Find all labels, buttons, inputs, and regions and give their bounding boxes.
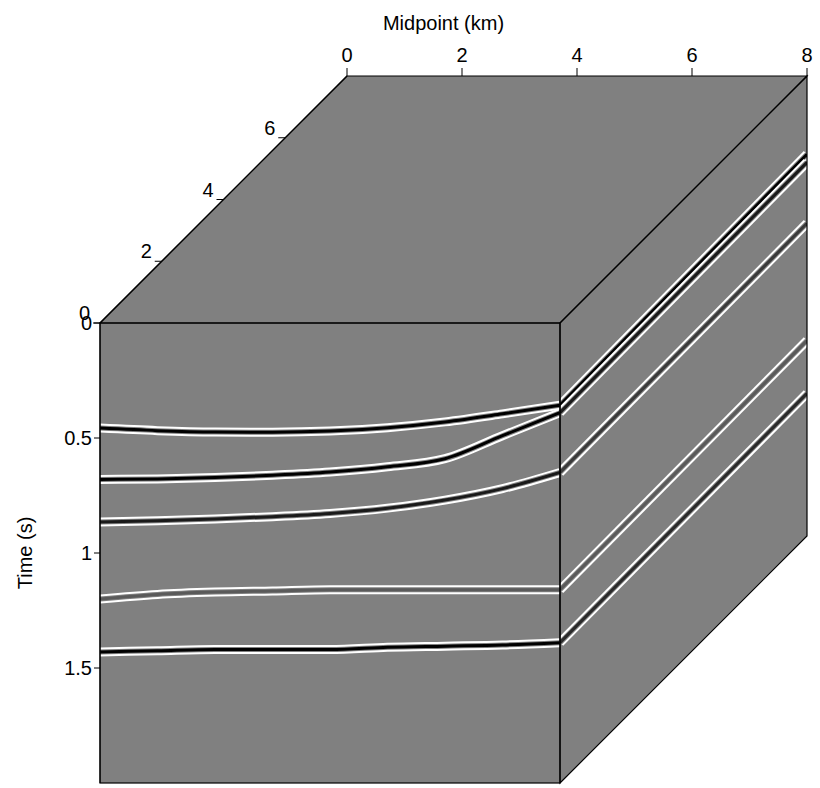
svg-text:Time (s): Time (s) bbox=[14, 517, 36, 590]
svg-text:1: 1 bbox=[81, 542, 92, 564]
svg-text:0: 0 bbox=[81, 312, 92, 334]
svg-text:2: 2 bbox=[456, 44, 467, 66]
svg-text:8: 8 bbox=[801, 44, 812, 66]
svg-text:6: 6 bbox=[686, 44, 697, 66]
svg-text:4: 4 bbox=[571, 44, 582, 66]
svg-text:2: 2 bbox=[141, 240, 152, 262]
svg-text:0.5: 0.5 bbox=[64, 427, 92, 449]
svg-text:1.5: 1.5 bbox=[64, 657, 92, 679]
svg-text:0: 0 bbox=[79, 302, 90, 324]
svg-text:Midpoint (km): Midpoint (km) bbox=[383, 12, 504, 34]
svg-text:0: 0 bbox=[341, 44, 352, 66]
svg-text:6: 6 bbox=[264, 117, 275, 139]
svg-text:4: 4 bbox=[202, 179, 213, 201]
